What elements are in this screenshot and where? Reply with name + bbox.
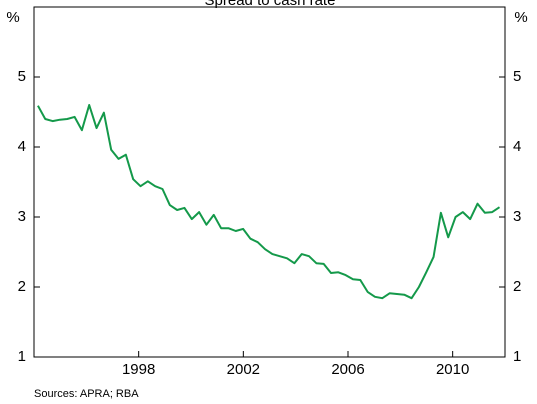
y-tick-label: 5 — [18, 68, 26, 85]
y2-tick-label: 4 — [513, 138, 521, 155]
plot-frame — [33, 6, 506, 358]
y-tick-label: 1 — [18, 348, 26, 365]
y2-tick-label: 1 — [513, 348, 521, 365]
x-tick-label: 2006 — [331, 361, 364, 378]
y2-axis-label: % — [514, 9, 527, 26]
y-tick-label: 3 — [18, 208, 26, 225]
x-tick-label: 2010 — [436, 361, 469, 378]
data-line — [37, 104, 501, 300]
y2-tick-label: 5 — [513, 68, 521, 85]
y2-tick-label: 3 — [513, 208, 521, 225]
x-tick-label: 1998 — [122, 361, 155, 378]
y-tick-label: 2 — [18, 278, 26, 295]
x-tick-label: 2002 — [227, 361, 260, 378]
y2-tick-label: 2 — [513, 278, 521, 295]
y-tick-label: 4 — [18, 138, 26, 155]
chart-title: Spread to cash rate — [205, 0, 336, 9]
y-axis-label: % — [6, 9, 19, 26]
source-note: Sources: APRA; RBA — [34, 388, 139, 400]
